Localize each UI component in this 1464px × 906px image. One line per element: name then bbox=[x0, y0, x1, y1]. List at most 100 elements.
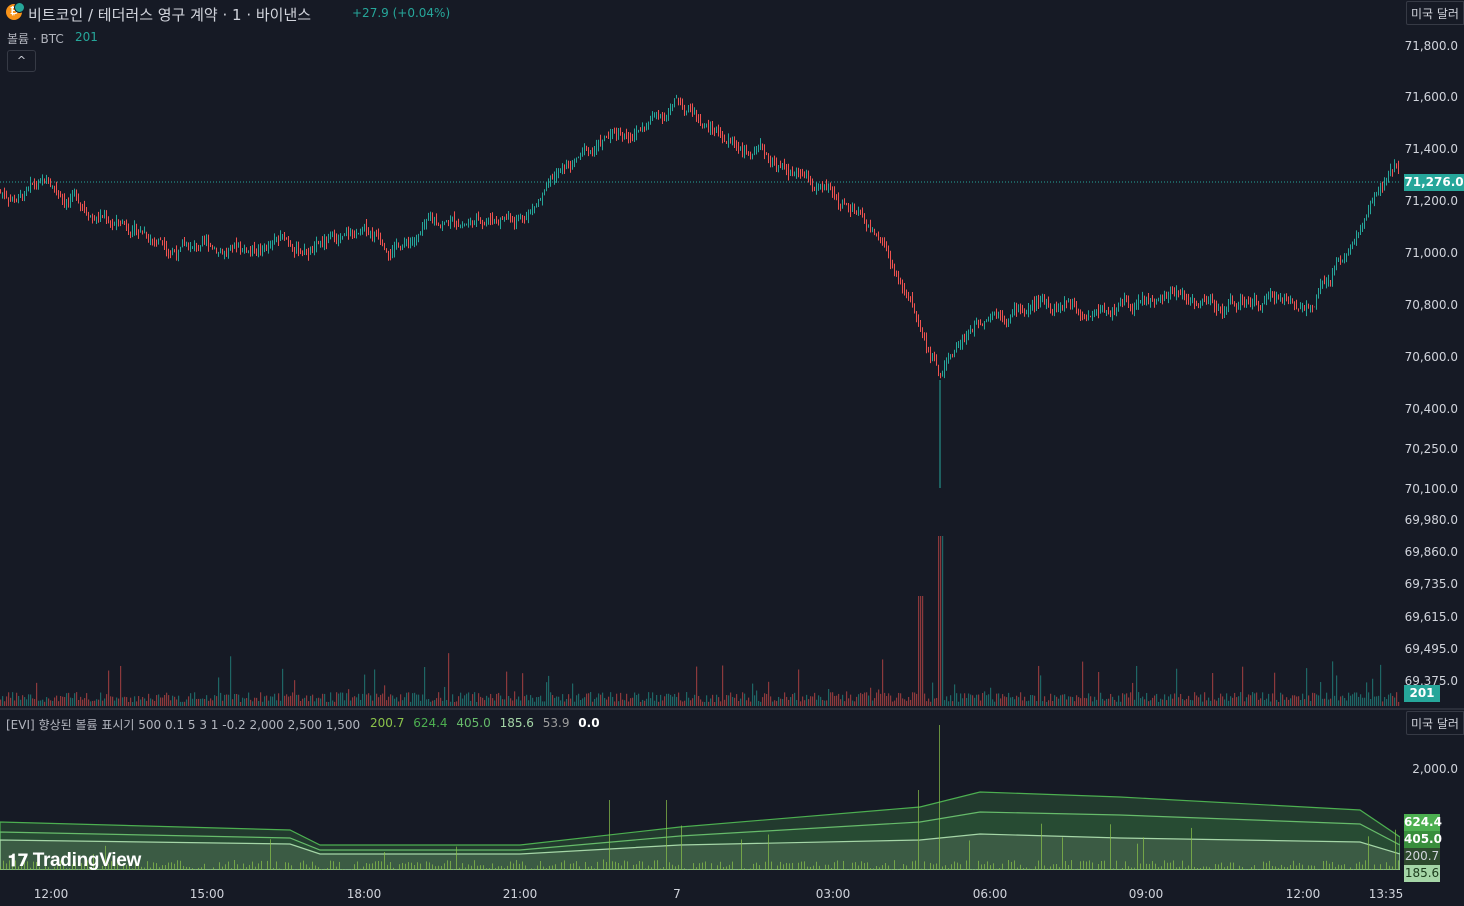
volume-bar bbox=[1146, 692, 1148, 706]
evi-volume-bar bbox=[498, 866, 499, 870]
evi-volume-bar bbox=[1134, 867, 1135, 870]
evi-volume-bar bbox=[138, 862, 139, 870]
evi-volume-bar bbox=[756, 862, 757, 870]
evi-volume-bar bbox=[741, 839, 742, 870]
evi-volume-bar bbox=[600, 869, 601, 870]
evi-volume-bar bbox=[1332, 861, 1333, 870]
volume-bar bbox=[400, 694, 402, 706]
evi-volume-bar bbox=[144, 867, 145, 870]
volume-bar bbox=[808, 699, 810, 706]
volume-bar bbox=[652, 692, 654, 706]
volume-bar bbox=[336, 692, 338, 706]
evi-volume-bar bbox=[549, 865, 550, 870]
volume-bar bbox=[278, 693, 280, 706]
evi-volume-bar bbox=[1170, 862, 1171, 870]
evi-volume-bar bbox=[105, 845, 106, 870]
evi-volume-bar bbox=[291, 865, 292, 870]
volume-bar bbox=[488, 697, 490, 706]
volume-bar bbox=[624, 700, 626, 706]
evi-volume-bar bbox=[249, 864, 250, 870]
volume-bar bbox=[468, 692, 470, 706]
evi-currency-button[interactable]: 미국 달러 bbox=[1406, 711, 1464, 735]
volume-bar bbox=[562, 694, 564, 706]
evi-legend-name[interactable]: [EVI] 향상된 볼륨 표시기 500 0.1 5 3 1 -0.2 2,00… bbox=[6, 718, 361, 732]
evi-volume-bar bbox=[870, 868, 871, 870]
evi-volume-bar bbox=[1314, 865, 1315, 870]
evi-volume-bar bbox=[612, 861, 613, 870]
volume-bar bbox=[1354, 692, 1356, 706]
evi-volume-bar bbox=[336, 866, 337, 870]
volume-bar bbox=[816, 699, 818, 706]
volume-bar bbox=[886, 696, 888, 706]
volume-bar bbox=[74, 693, 76, 706]
tradingview-logo[interactable]: 𝟏𝟳 TradingView bbox=[8, 850, 141, 872]
evi-volume-bar bbox=[285, 862, 286, 870]
volume-bar bbox=[592, 701, 594, 706]
volume-bar bbox=[928, 698, 930, 706]
symbol-title[interactable]: 비트코인 / 테더러스 영구 계약 · 1 · 바이낸스 bbox=[28, 6, 312, 24]
volume-bar bbox=[896, 697, 898, 706]
evi-volume-bar bbox=[1038, 860, 1039, 870]
currency-button[interactable]: 미국 달러 bbox=[1406, 1, 1464, 25]
evi-volume-bar bbox=[978, 860, 979, 870]
evi-volume-bar bbox=[954, 861, 955, 870]
evi-volume-bar bbox=[678, 864, 679, 870]
volume-bar bbox=[182, 701, 184, 706]
pane-divider[interactable] bbox=[0, 708, 1464, 710]
evi-volume-bar bbox=[39, 866, 40, 870]
evi-volume-bar bbox=[372, 863, 373, 870]
volume-bar bbox=[1288, 699, 1290, 706]
evi-volume-bar bbox=[522, 861, 523, 870]
volume-bar bbox=[390, 694, 392, 706]
volume-bar bbox=[106, 694, 108, 706]
evi-volume-bar bbox=[1335, 866, 1336, 870]
evi-volume-bar bbox=[222, 866, 223, 870]
current-volume-tag: 201 bbox=[1404, 685, 1440, 702]
price-chart[interactable] bbox=[0, 0, 1400, 708]
volume-bar bbox=[1158, 701, 1160, 706]
collapse-legend-button[interactable]: ^ bbox=[7, 50, 36, 72]
volume-legend-label[interactable]: 볼륨 · BTC bbox=[7, 32, 64, 46]
volume-bar bbox=[752, 683, 754, 706]
time-axis-label: 18:00 bbox=[346, 887, 382, 901]
volume-bar bbox=[648, 692, 650, 706]
evi-volume-bar bbox=[1191, 827, 1192, 870]
volume-bar bbox=[1270, 701, 1272, 706]
evi-volume-bar bbox=[282, 869, 283, 870]
evi-volume-bar bbox=[804, 861, 805, 870]
evi-volume-bar bbox=[1353, 869, 1354, 870]
evi-volume-bar bbox=[1350, 867, 1351, 870]
volume-bar bbox=[1368, 692, 1370, 706]
volume-bar bbox=[908, 696, 910, 706]
volume-bar bbox=[482, 697, 484, 706]
evi-volume-bar bbox=[273, 867, 274, 870]
volume-bar bbox=[64, 697, 66, 706]
volume-bar bbox=[836, 695, 838, 706]
evi-volume-bar bbox=[765, 861, 766, 870]
evi-volume-bar bbox=[240, 868, 241, 870]
volume-bar bbox=[454, 701, 456, 706]
volume-bar bbox=[412, 693, 414, 706]
evi-volume-bar bbox=[534, 868, 535, 870]
volume-bar bbox=[428, 698, 430, 706]
evi-volume-bar bbox=[204, 863, 205, 870]
volume-bar bbox=[1038, 665, 1040, 706]
evi-volume-bar bbox=[831, 867, 832, 870]
volume-bar bbox=[706, 695, 708, 706]
volume-bar bbox=[848, 698, 850, 706]
evi-volume-bar bbox=[969, 840, 970, 870]
volume-bar bbox=[538, 696, 540, 706]
volume-bar bbox=[458, 696, 460, 706]
volume-bar bbox=[1344, 698, 1346, 706]
volume-bar bbox=[184, 701, 186, 706]
volume-bar bbox=[1154, 695, 1156, 706]
volume-bar bbox=[24, 697, 26, 706]
volume-bar bbox=[150, 698, 152, 706]
volume-bar bbox=[440, 697, 442, 706]
volume-bar bbox=[312, 694, 314, 706]
volume-bar bbox=[206, 695, 208, 706]
evi-volume-bar bbox=[837, 860, 838, 870]
evi-volume-bar bbox=[474, 860, 475, 870]
evi-indicator-chart[interactable] bbox=[0, 712, 1400, 870]
volume-bar bbox=[962, 698, 964, 706]
